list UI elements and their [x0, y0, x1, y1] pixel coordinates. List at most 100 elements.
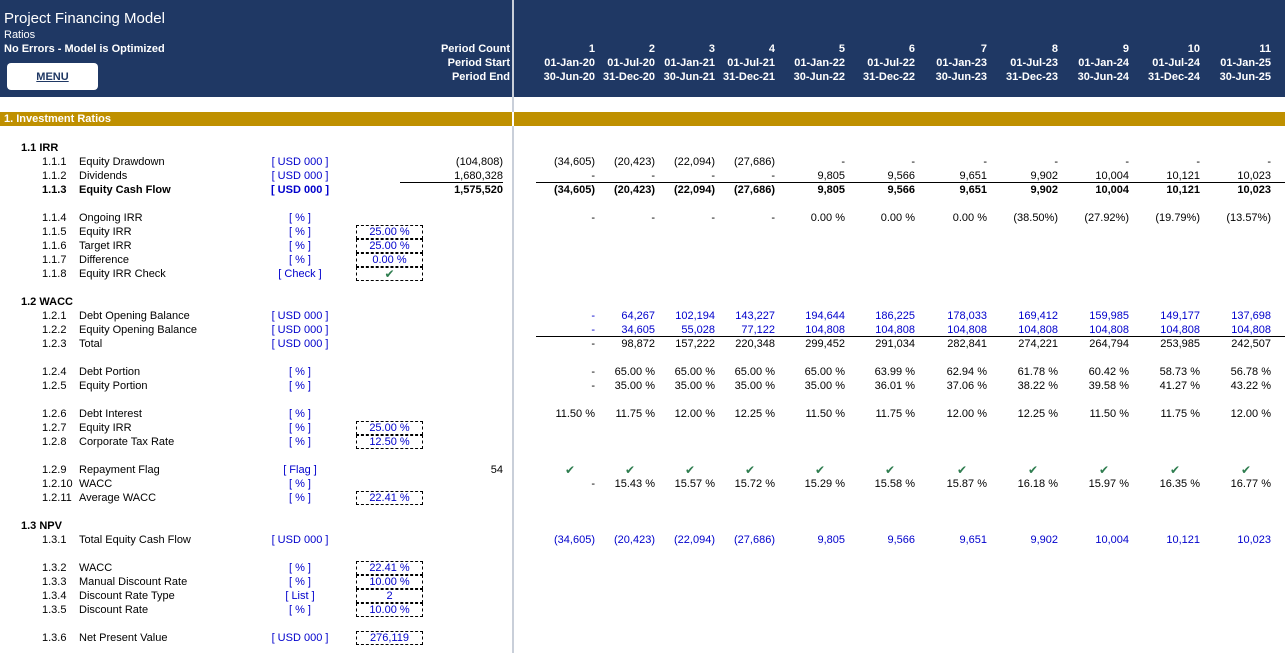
period-value: 178,033: [947, 310, 987, 322]
period-value: -: [591, 338, 595, 350]
input-cell[interactable]: 12.50 %: [356, 435, 423, 449]
period-value: 10,004: [1095, 184, 1129, 196]
input-cell[interactable]: 25.00 %: [356, 225, 423, 239]
check-mark-icon: ✔: [1098, 463, 1110, 477]
row-label: Total Equity Cash Flow: [79, 534, 191, 546]
row-unit: [ USD 000 ]: [271, 156, 329, 168]
menu-button[interactable]: MENU: [7, 63, 98, 90]
row-label: Discount Rate Type: [79, 590, 175, 602]
table-row: 1.2.7 Equity IRR [ % ] 25.00 %: [0, 421, 1285, 435]
check-mark-icon: ✔: [1169, 463, 1181, 477]
period-value: (20,423): [614, 156, 655, 168]
row-unit: [ % ]: [288, 478, 311, 490]
period-value: 9,566: [887, 170, 915, 182]
row-number: 1.2.4: [42, 366, 67, 378]
row-number: 1.1.6: [42, 240, 67, 252]
header-period-end-cell: 30-Jun-23: [935, 71, 987, 83]
group-heading-row: 1.2 WACC: [0, 295, 1285, 309]
row-unit: [ % ]: [288, 492, 311, 504]
header-period-start-cell: 01-Jan-22: [794, 57, 845, 69]
period-value: 65.00 %: [614, 366, 655, 378]
period-value: 55,028: [681, 324, 715, 336]
row-unit: [ % ]: [288, 240, 311, 252]
row-label: Debt Opening Balance: [79, 310, 190, 322]
period-value: 9,902: [1030, 184, 1058, 196]
input-cell[interactable]: 10.00 %: [356, 575, 423, 589]
header-period-start-cell: 01-Jan-25: [1220, 57, 1271, 69]
row-unit: [ USD 000 ]: [271, 632, 329, 644]
period-value: 9,651: [959, 184, 987, 196]
period-value: 62.94 %: [946, 366, 987, 378]
row-label: WACC: [79, 562, 113, 574]
header-period-count-cell: 3: [708, 43, 715, 55]
header-period-end-cell: 30-Jun-20: [543, 71, 595, 83]
period-value: 264,794: [1089, 338, 1129, 350]
period-value: 15.72 %: [734, 478, 775, 490]
header-period-end-cell: 30-Jun-21: [663, 71, 715, 83]
row-label: Debt Portion: [79, 366, 141, 378]
total-separator-line: [536, 182, 1285, 183]
total-separator-line: [400, 182, 503, 183]
table-row: 1.2.2 Equity Opening Balance [ USD 000 ] - 3…: [0, 323, 1285, 337]
period-value: 11.50 %: [1089, 408, 1129, 420]
period-value: 15.57 %: [674, 478, 715, 490]
column-divider: [512, 0, 514, 653]
row-label: Total: [79, 338, 103, 350]
table-row: 1.1.1 Equity Drawdown [ USD 000 ] (104,808)…: [0, 155, 1285, 169]
period-value: -: [983, 156, 987, 168]
period-value: -: [1267, 156, 1271, 168]
period-value: 10,121: [1166, 534, 1200, 546]
period-value: 11.50 %: [805, 408, 845, 420]
header-period-start-cell: 01-Jan-20: [544, 57, 595, 69]
row-label: Target IRR: [79, 240, 132, 252]
check-mark-icon: ✔: [624, 463, 636, 477]
row-number: 1.3.3: [42, 576, 67, 588]
input-cell[interactable]: 22.41 %: [356, 491, 423, 505]
period-value: 242,507: [1231, 338, 1271, 350]
row-number: 1.2.3: [42, 338, 67, 350]
input-cell[interactable]: 10.00 %: [356, 603, 423, 617]
group-heading: 1.3 NPV: [21, 520, 62, 532]
period-value: 15.58 %: [874, 478, 915, 490]
period-value: (34,605): [554, 156, 595, 168]
table-row: 1.3.6 Net Present Value [ USD 000 ] 276,119: [0, 631, 1285, 645]
input-cell[interactable]: 22.41 %: [356, 561, 423, 575]
period-value: (22,094): [674, 184, 715, 196]
header-period-end-cell: 31-Dec-20: [603, 71, 655, 83]
period-value: 149,177: [1160, 310, 1200, 322]
row-unit: [ % ]: [288, 380, 311, 392]
period-value: 61.78 %: [1017, 366, 1058, 378]
period-value: 15.29 %: [804, 478, 845, 490]
period-value: -: [1125, 156, 1129, 168]
period-value: 12.00 %: [946, 408, 987, 420]
row-number: 1.3.6: [42, 632, 67, 644]
row-label: Repayment Flag: [79, 464, 160, 476]
period-value: 65.00 %: [674, 366, 715, 378]
row-total: 54: [490, 464, 503, 476]
row-unit: [ List ]: [285, 590, 315, 602]
period-value: 35.00 %: [804, 380, 845, 392]
period-value: 169,412: [1018, 310, 1058, 322]
row-label: Discount Rate: [79, 604, 149, 616]
input-cell[interactable]: 276,119: [356, 631, 423, 645]
input-cell[interactable]: 0.00 %: [356, 253, 423, 267]
period-end-label: Period End: [451, 71, 510, 83]
period-value: 9,566: [887, 184, 915, 196]
table-row: 1.1.7 Difference [ % ] 0.00 %: [0, 253, 1285, 267]
period-value: (27,686): [734, 534, 775, 546]
input-cell[interactable]: 25.00 %: [356, 239, 423, 253]
check-mark-icon: ✔: [1240, 463, 1252, 477]
row-unit: [ % ]: [288, 604, 311, 616]
input-cell[interactable]: 2: [356, 589, 423, 603]
table-row: 1.2.1 Debt Opening Balance [ USD 000 ] - 64,…: [0, 309, 1285, 323]
header-period-end-cell: 31-Dec-21: [723, 71, 775, 83]
table-row: 1.3.3 Manual Discount Rate [ % ] 10.00 %: [0, 575, 1285, 589]
period-value: 11.50 %: [555, 408, 595, 420]
section-bar: 1. Investment Ratios: [0, 112, 1285, 126]
input-cell[interactable]: 25.00 %: [356, 421, 423, 435]
period-value: 9,805: [817, 184, 845, 196]
row-label: Equity Portion: [79, 380, 148, 392]
period-value: 9,651: [959, 170, 987, 182]
row-label: Difference: [79, 254, 129, 266]
period-value: 11.75 %: [875, 408, 915, 420]
